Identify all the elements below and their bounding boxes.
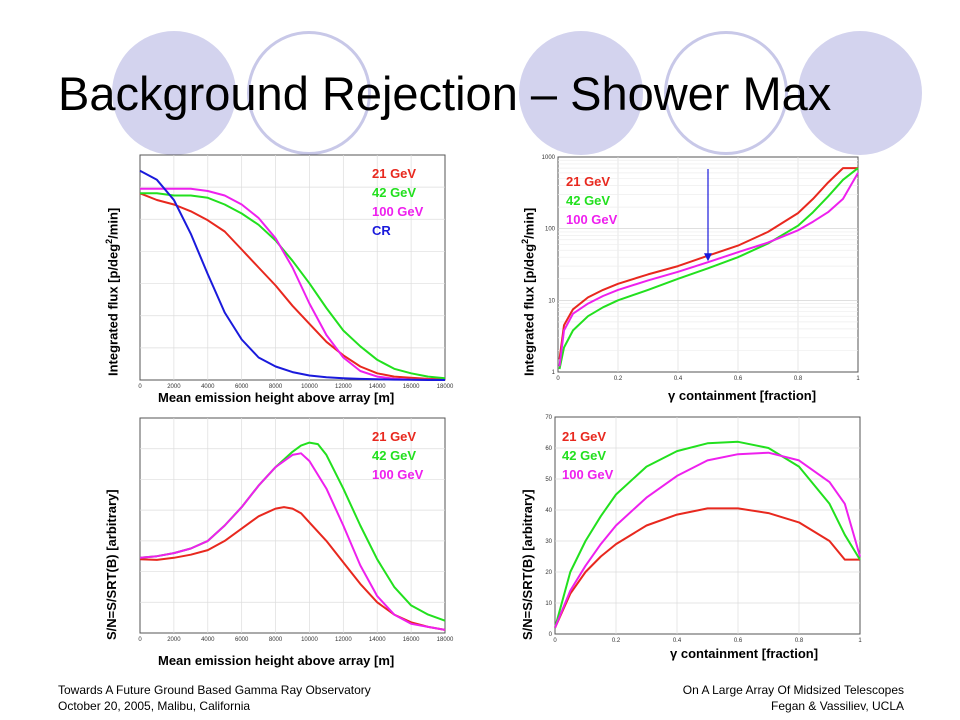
x-tick-label: 8000 bbox=[269, 637, 283, 643]
legend-100gev: 100 GeV bbox=[372, 467, 424, 482]
decor-circle-1 bbox=[112, 31, 236, 155]
x-tick-label: 18000 bbox=[437, 384, 454, 390]
x-tick-label: 2000 bbox=[167, 637, 181, 643]
decor-circle-3 bbox=[519, 31, 643, 155]
chart2-xlabel: γ containment [fraction] bbox=[668, 388, 817, 403]
series-line-21-gev bbox=[558, 167, 858, 360]
x-tick-label: 1 bbox=[856, 376, 860, 382]
x-tick-label: 0.6 bbox=[734, 638, 743, 644]
series-line-100-gev bbox=[139, 452, 446, 631]
chart2-ylabel: Integrated flux [p/deg2/min] bbox=[520, 207, 537, 376]
series-line-21-gev bbox=[554, 507, 860, 629]
legend-42gev: 42 GeV bbox=[372, 448, 417, 463]
footer-right-line-1: On A Large Array Of Midsized Telescopes bbox=[682, 683, 904, 697]
footer-left-line-1: Towards A Future Ground Based Gamma Ray … bbox=[58, 683, 371, 697]
series-line-21-gev bbox=[139, 506, 446, 631]
chart4-ylabel: S/N=S/SRT(B) [arbitrary] bbox=[520, 489, 535, 640]
x-tick-label: 14000 bbox=[369, 637, 386, 643]
x-tick-label: 0.2 bbox=[614, 376, 623, 382]
chart-sn-vs-height: 0 2000 4000 6000 8000 10000 12000 14000 16000 180… bbox=[138, 417, 454, 643]
x-tick-label: 6000 bbox=[235, 384, 249, 390]
legend-100gev: 100 GeV bbox=[562, 467, 614, 482]
y-tick-label: 10 bbox=[548, 298, 555, 304]
x-tick-label: 14000 bbox=[369, 384, 386, 390]
x-tick-label: 12000 bbox=[335, 384, 352, 390]
chart3-legend: 21 GeV 42 GeV 100 GeV bbox=[372, 427, 423, 484]
y-tick-label: 10 bbox=[545, 601, 552, 607]
plot-frame bbox=[139, 417, 446, 634]
series-line-42-gev bbox=[558, 167, 859, 370]
x-tick-label: 0 bbox=[553, 638, 557, 644]
x-tick-label: 2000 bbox=[167, 384, 181, 390]
y-tick-label: 0 bbox=[549, 632, 553, 638]
x-tick-label: 18000 bbox=[437, 637, 454, 643]
x-tick-label: 0.4 bbox=[674, 376, 683, 382]
footer-right: On A Large Array Of Midsized Telescopes … bbox=[683, 682, 904, 714]
x-tick-label: 0.4 bbox=[673, 638, 682, 644]
x-tick-label: 16000 bbox=[403, 637, 420, 643]
footer-right-line-2: Fegan & Vassiliev, UCLA bbox=[771, 699, 904, 713]
x-tick-label: 0.2 bbox=[612, 638, 621, 644]
x-tick-label: 8000 bbox=[269, 384, 283, 390]
x-tick-label: 0 bbox=[138, 384, 142, 390]
legend-21gev: 21 GeV bbox=[566, 174, 611, 189]
x-tick-label: 0.6 bbox=[734, 376, 743, 382]
legend-42gev: 42 GeV bbox=[566, 193, 611, 208]
plot-frame bbox=[554, 416, 861, 635]
series-line-cr bbox=[139, 169, 445, 381]
x-tick-label: 1 bbox=[858, 638, 862, 644]
series-line-21-gev bbox=[139, 192, 446, 381]
x-tick-label: 12000 bbox=[335, 637, 352, 643]
legend-21gev: 21 GeV bbox=[372, 429, 417, 444]
chart1-legend: 21 GeV 42 GeV 100 GeV CR bbox=[372, 164, 423, 240]
series-line-42-gev bbox=[140, 192, 446, 380]
legend-100gev: 100 GeV bbox=[566, 212, 618, 227]
chart4-xlabel: γ containment [fraction] bbox=[670, 646, 819, 661]
y-tick-label: 60 bbox=[545, 446, 552, 452]
legend-21gev: 21 GeV bbox=[372, 166, 417, 181]
footer-left: Towards A Future Ground Based Gamma Ray … bbox=[58, 682, 371, 714]
decor-circle-5 bbox=[798, 31, 922, 155]
slide-title: Background Rejection – Shower Max bbox=[58, 67, 832, 120]
x-tick-label: 4000 bbox=[201, 637, 215, 643]
x-tick-label: 0 bbox=[138, 637, 142, 643]
series-line-100-gev bbox=[558, 172, 859, 367]
annotation-arrow-head bbox=[704, 253, 712, 262]
legend-cr: CR bbox=[372, 223, 391, 238]
chart1-ylabel: Integrated flux [p/deg2/min] bbox=[104, 207, 121, 376]
series-line-100-gev bbox=[554, 451, 861, 629]
x-tick-label: 0.8 bbox=[795, 638, 804, 644]
x-tick-label: 0.8 bbox=[794, 376, 803, 382]
footer-left-line-2: October 20, 2005, Malibu, California bbox=[58, 699, 251, 713]
x-tick-label: 6000 bbox=[235, 637, 249, 643]
y-tick-label: 40 bbox=[545, 508, 552, 514]
chart3-xlabel: Mean emission height above array [m] bbox=[158, 653, 395, 668]
legend-42gev: 42 GeV bbox=[372, 185, 417, 200]
x-tick-label: 10000 bbox=[301, 384, 318, 390]
y-tick-label: 20 bbox=[545, 570, 552, 576]
x-tick-label: 0 bbox=[556, 376, 560, 382]
decor-circle-2 bbox=[247, 31, 371, 155]
x-tick-label: 10000 bbox=[301, 637, 318, 643]
chart-flux-vs-containment: 0 0.2 0.4 0.6 0.8 1 1 10 100 1000 bbox=[542, 155, 861, 382]
chart2-legend: 21 GeV 42 GeV 100 GeV bbox=[566, 172, 617, 229]
x-tick-label: 16000 bbox=[403, 384, 420, 390]
legend-100gev: 100 GeV bbox=[372, 204, 424, 219]
y-tick-label: 30 bbox=[545, 539, 552, 545]
legend-42gev: 42 GeV bbox=[562, 448, 607, 463]
y-tick-label: 1000 bbox=[542, 155, 556, 161]
y-tick-label: 50 bbox=[545, 477, 552, 483]
chart1-xlabel: Mean emission height above array [m] bbox=[158, 390, 395, 405]
y-tick-label: 70 bbox=[545, 415, 552, 421]
chart3-ylabel: S/N=S/SRT(B) [arbitrary] bbox=[104, 489, 119, 640]
chart4-legend: 21 GeV 42 GeV 100 GeV bbox=[562, 427, 613, 484]
series-line-42-gev bbox=[554, 440, 861, 629]
y-tick-label: 1 bbox=[552, 370, 556, 376]
x-tick-label: 4000 bbox=[201, 384, 215, 390]
y-tick-label: 100 bbox=[545, 227, 556, 233]
legend-21gev: 21 GeV bbox=[562, 429, 607, 444]
chart-flux-vs-height: 0 2000 4000 6000 8000 10000 12000 14000 16000 180… bbox=[138, 154, 454, 390]
decor-circle-4 bbox=[664, 31, 788, 155]
